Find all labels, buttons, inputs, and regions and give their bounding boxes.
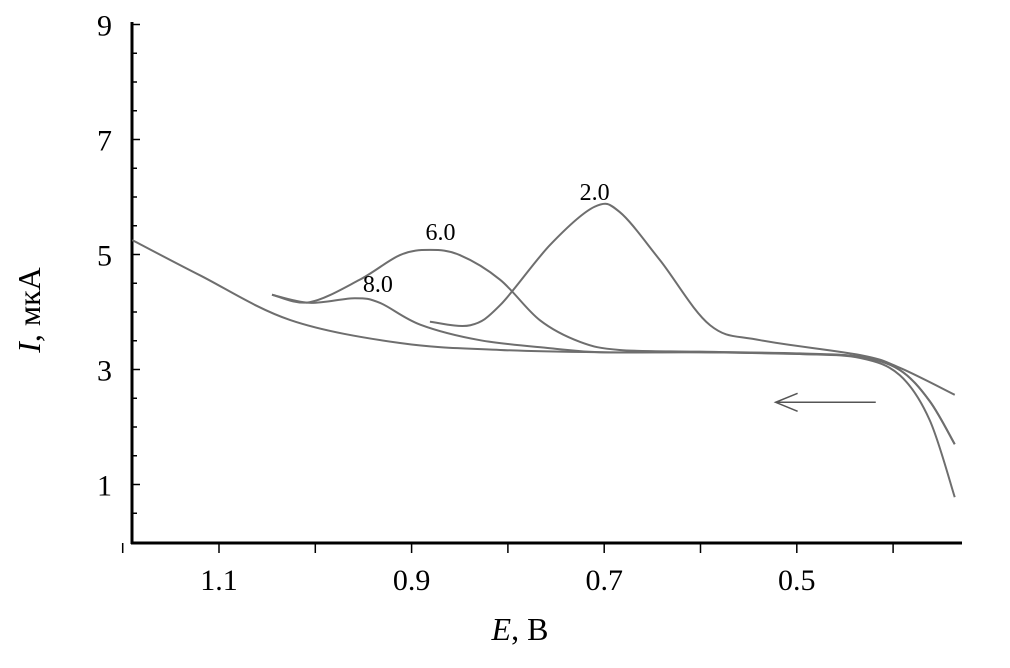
axes: [130, 22, 962, 545]
curve-label: 2.0: [580, 180, 610, 206]
x-tick-label: 1.1: [200, 564, 238, 597]
y-tick-label: 1: [97, 470, 112, 503]
y-tick-label: 9: [97, 10, 112, 43]
y-tick-label: 7: [97, 125, 112, 158]
series-line-8-0: [271, 293, 956, 445]
x-tick-label: 0.7: [585, 564, 623, 597]
curve-label: 6.0: [425, 220, 455, 246]
y-tick-label: 3: [97, 355, 112, 388]
series-line-2-0: [429, 202, 956, 396]
series-line-baseline: [131, 239, 956, 498]
y-axis-title: I, мкА: [11, 267, 47, 354]
x-tick-label: 0.9: [393, 564, 431, 597]
x-tick-label: 0.5: [778, 564, 816, 597]
series-line-6-0: [271, 248, 956, 445]
y-tick-label: 5: [97, 240, 112, 273]
curve-label: 8.0: [363, 272, 393, 298]
x-axis-title: E, В: [491, 611, 549, 647]
scan-direction-arrow-icon: [773, 392, 876, 412]
